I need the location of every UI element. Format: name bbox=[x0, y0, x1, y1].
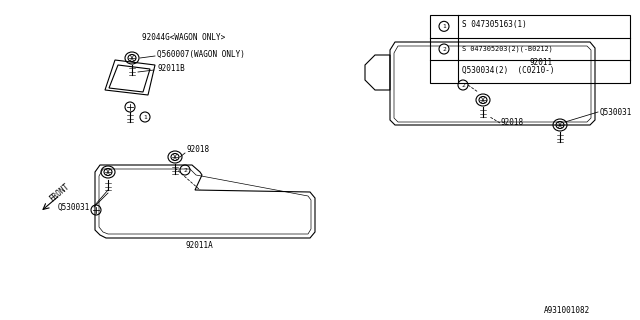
Text: S 047305203(2)(-B0212): S 047305203(2)(-B0212) bbox=[462, 45, 553, 52]
Text: 92011B: 92011B bbox=[157, 64, 185, 73]
Text: 2: 2 bbox=[183, 167, 187, 172]
Text: FRONT: FRONT bbox=[48, 182, 72, 204]
Circle shape bbox=[140, 112, 150, 122]
Text: Q530031: Q530031 bbox=[58, 203, 90, 212]
Text: 92011A: 92011A bbox=[185, 241, 212, 250]
Circle shape bbox=[458, 80, 468, 90]
Text: Q530034(2)  (C0210-): Q530034(2) (C0210-) bbox=[462, 66, 554, 75]
Text: 92018: 92018 bbox=[186, 145, 209, 154]
Text: 92011: 92011 bbox=[530, 58, 553, 67]
Text: S 047305163(1): S 047305163(1) bbox=[462, 20, 527, 29]
Text: 2: 2 bbox=[461, 83, 465, 87]
Text: 2: 2 bbox=[442, 46, 446, 52]
Circle shape bbox=[439, 21, 449, 31]
Text: 92044G<WAGON ONLY>: 92044G<WAGON ONLY> bbox=[142, 33, 225, 42]
Bar bbox=[430, 15, 630, 83]
Text: 1: 1 bbox=[143, 115, 147, 119]
Circle shape bbox=[180, 165, 190, 175]
Text: A931001082: A931001082 bbox=[544, 306, 590, 315]
Text: Q530031: Q530031 bbox=[600, 108, 632, 117]
Text: 1: 1 bbox=[442, 24, 446, 29]
Circle shape bbox=[439, 44, 449, 54]
Text: 92018: 92018 bbox=[500, 118, 523, 127]
Text: Q560007(WAGON ONLY): Q560007(WAGON ONLY) bbox=[157, 50, 245, 59]
